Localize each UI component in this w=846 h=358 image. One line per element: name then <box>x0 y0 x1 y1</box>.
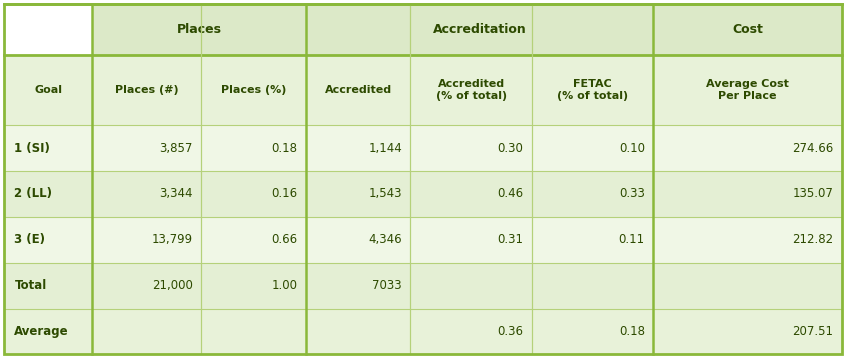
Text: 3,857: 3,857 <box>159 142 193 155</box>
Bar <box>653 4 842 55</box>
Bar <box>410 171 532 217</box>
Bar <box>305 263 410 309</box>
Bar <box>653 171 842 217</box>
Text: Accredited
(% of total): Accredited (% of total) <box>436 79 507 101</box>
Bar <box>653 309 842 354</box>
Text: Cost: Cost <box>732 23 763 36</box>
Text: 21,000: 21,000 <box>151 279 193 292</box>
Bar <box>532 171 653 217</box>
Bar <box>92 4 305 55</box>
Text: Total: Total <box>14 279 47 292</box>
Bar <box>532 125 653 171</box>
Bar <box>4 4 92 55</box>
Text: 0.18: 0.18 <box>272 142 297 155</box>
Text: 207.51: 207.51 <box>793 325 833 338</box>
Text: 1,543: 1,543 <box>369 188 402 200</box>
Text: 0.11: 0.11 <box>618 233 645 246</box>
Bar <box>201 55 305 125</box>
Text: Accreditation: Accreditation <box>432 23 526 36</box>
Text: 1.00: 1.00 <box>272 279 297 292</box>
Bar <box>4 217 92 263</box>
Bar <box>532 309 653 354</box>
Bar <box>92 125 201 171</box>
Text: FETAC
(% of total): FETAC (% of total) <box>557 79 629 101</box>
Text: 212.82: 212.82 <box>792 233 833 246</box>
Text: Average Cost
Per Place: Average Cost Per Place <box>706 79 789 101</box>
Text: 274.66: 274.66 <box>792 142 833 155</box>
Bar <box>410 263 532 309</box>
Bar <box>4 171 92 217</box>
Bar <box>653 217 842 263</box>
Text: 0.18: 0.18 <box>619 325 645 338</box>
Bar <box>305 171 410 217</box>
Bar <box>201 125 305 171</box>
Bar <box>201 309 305 354</box>
Text: 0.10: 0.10 <box>619 142 645 155</box>
Bar <box>4 125 92 171</box>
Text: Places (#): Places (#) <box>115 85 179 95</box>
Bar <box>4 263 92 309</box>
Text: 2 (LL): 2 (LL) <box>14 188 52 200</box>
Bar <box>305 217 410 263</box>
Bar <box>532 263 653 309</box>
Text: Accredited: Accredited <box>325 85 392 95</box>
Bar <box>653 263 842 309</box>
Bar <box>92 171 201 217</box>
Bar <box>305 125 410 171</box>
Text: 13,799: 13,799 <box>151 233 193 246</box>
Text: 0.33: 0.33 <box>619 188 645 200</box>
Text: 0.36: 0.36 <box>497 325 524 338</box>
Text: 0.31: 0.31 <box>497 233 524 246</box>
Bar <box>305 309 410 354</box>
Text: 1,144: 1,144 <box>368 142 402 155</box>
Bar <box>532 217 653 263</box>
Bar <box>305 4 653 55</box>
Text: 0.46: 0.46 <box>497 188 524 200</box>
Bar <box>4 55 92 125</box>
Bar <box>305 55 410 125</box>
Bar <box>201 263 305 309</box>
Text: 7033: 7033 <box>372 279 402 292</box>
Bar <box>410 55 532 125</box>
Bar <box>4 309 92 354</box>
Bar <box>92 309 201 354</box>
Text: 0.66: 0.66 <box>272 233 297 246</box>
Text: 135.07: 135.07 <box>793 188 833 200</box>
Text: 0.16: 0.16 <box>272 188 297 200</box>
Text: 4,346: 4,346 <box>368 233 402 246</box>
Text: 3,344: 3,344 <box>159 188 193 200</box>
Bar <box>653 125 842 171</box>
Text: 0.30: 0.30 <box>497 142 524 155</box>
Text: Goal: Goal <box>34 85 63 95</box>
Bar <box>92 263 201 309</box>
Text: Places (%): Places (%) <box>221 85 286 95</box>
Bar <box>410 125 532 171</box>
Text: Average: Average <box>14 325 69 338</box>
Bar <box>532 55 653 125</box>
Bar <box>92 55 201 125</box>
Bar <box>410 217 532 263</box>
Text: 1 (SI): 1 (SI) <box>14 142 50 155</box>
Bar <box>410 309 532 354</box>
Text: Places: Places <box>177 23 222 36</box>
Bar <box>201 217 305 263</box>
Bar <box>201 171 305 217</box>
Bar <box>653 55 842 125</box>
Text: 3 (E): 3 (E) <box>14 233 46 246</box>
Bar <box>92 217 201 263</box>
